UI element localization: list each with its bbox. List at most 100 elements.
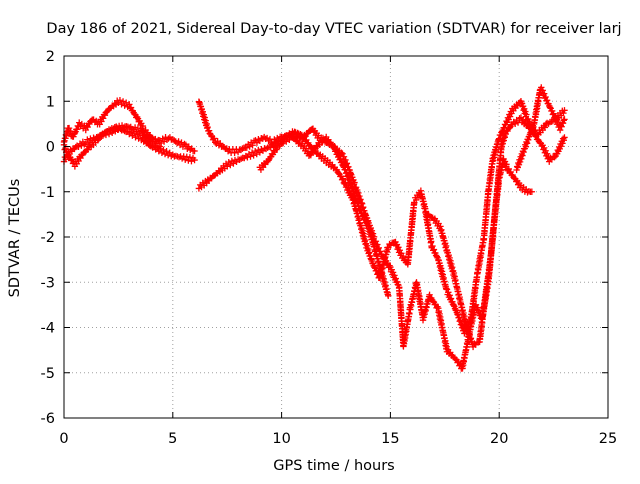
data-point	[509, 121, 516, 129]
data-point	[560, 137, 568, 144]
data-point	[94, 137, 101, 144]
data-point	[159, 135, 166, 142]
data-point	[553, 115, 560, 123]
data-point	[561, 107, 568, 114]
data-point	[511, 120, 519, 127]
data-point	[558, 123, 565, 130]
data-point	[395, 244, 402, 251]
data-point	[338, 149, 345, 156]
x-tick-label: 20	[490, 431, 508, 447]
data-point	[450, 301, 457, 309]
data-point	[501, 158, 509, 165]
data-point	[466, 318, 474, 325]
data-point	[385, 292, 392, 300]
data-point	[505, 116, 512, 123]
data-point	[263, 134, 271, 142]
data-point	[516, 115, 523, 122]
data-point	[126, 124, 133, 131]
data-point	[116, 97, 124, 104]
data-point	[204, 123, 211, 131]
data-point	[532, 132, 539, 139]
data-point	[472, 301, 480, 308]
data-point	[178, 139, 185, 146]
data-point	[185, 157, 192, 164]
data-point	[560, 117, 567, 124]
data-point	[342, 156, 349, 164]
data-point	[343, 160, 351, 167]
data-point	[430, 246, 438, 253]
data-point	[147, 137, 155, 145]
data-point	[81, 141, 88, 148]
data-point	[542, 93, 549, 101]
x-tick-label: 10	[272, 431, 290, 447]
data-point	[426, 291, 433, 299]
data-point	[543, 119, 551, 127]
data-point	[339, 150, 346, 157]
data-point	[429, 242, 436, 250]
data-point	[561, 116, 568, 123]
x-tick-label: 25	[599, 431, 617, 447]
data-point	[273, 146, 280, 153]
data-point	[496, 135, 503, 142]
x-tick-label: 15	[381, 431, 399, 447]
data-point	[345, 163, 352, 171]
y-tick-label: 2	[46, 49, 55, 65]
data-point	[119, 98, 127, 105]
data-layer	[60, 84, 568, 372]
data-point	[391, 272, 398, 279]
data-point	[62, 144, 69, 152]
data-point	[186, 154, 194, 161]
data-point	[175, 138, 182, 145]
data-point	[205, 127, 213, 134]
data-point	[443, 286, 451, 293]
data-point	[339, 175, 347, 182]
data-point	[231, 149, 238, 156]
data-point	[554, 118, 562, 126]
data-point	[526, 118, 533, 125]
data-point	[78, 142, 85, 149]
data-point	[320, 137, 328, 144]
data-point	[540, 90, 548, 97]
data-point	[344, 184, 352, 192]
data-point	[433, 253, 441, 260]
data-point	[297, 131, 304, 138]
data-point	[447, 295, 455, 302]
x-tick-label: 5	[168, 431, 177, 447]
data-point	[498, 128, 506, 135]
data-point	[347, 190, 354, 198]
data-point	[181, 140, 188, 148]
data-point	[506, 113, 514, 120]
y-tick-label: -2	[41, 230, 55, 246]
data-point	[187, 146, 194, 154]
data-point	[246, 143, 253, 150]
data-point	[542, 147, 549, 154]
data-point	[528, 188, 536, 195]
series-track-8	[513, 84, 568, 174]
data-point	[165, 135, 172, 142]
data-point	[117, 125, 124, 133]
data-point	[389, 269, 397, 276]
data-point	[559, 119, 567, 127]
y-tick-label: -5	[41, 366, 55, 382]
data-point	[548, 107, 556, 115]
data-point	[503, 161, 510, 168]
y-tick-label: -4	[41, 321, 55, 337]
data-point	[139, 122, 147, 130]
data-point	[371, 264, 378, 271]
data-point	[239, 145, 246, 152]
data-point	[150, 138, 158, 146]
data-point	[127, 104, 135, 111]
data-point	[63, 148, 71, 155]
data-point	[280, 138, 287, 145]
data-point	[546, 104, 554, 111]
series-track-1	[60, 97, 198, 155]
x-tick-label: 0	[59, 431, 68, 447]
data-point	[153, 140, 161, 147]
data-point	[191, 156, 198, 164]
data-point	[340, 153, 348, 160]
x-axis-label: GPS time / hours	[273, 458, 394, 474]
data-point	[539, 87, 546, 94]
data-point	[543, 97, 551, 104]
